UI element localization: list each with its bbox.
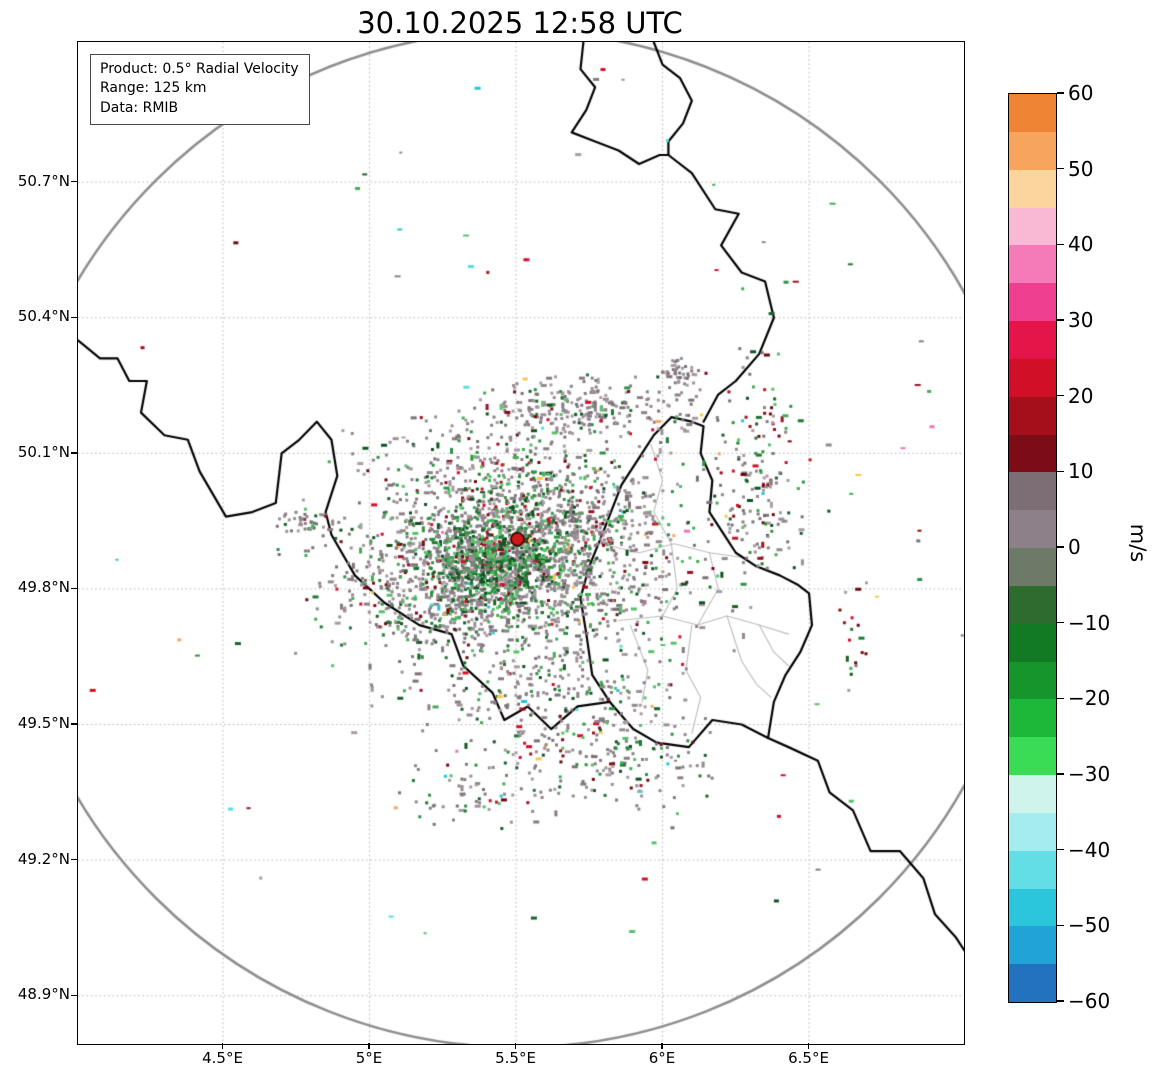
colorbar-band [1009, 245, 1056, 284]
colorbar-band [1009, 283, 1056, 322]
y-tick-mark [71, 587, 77, 590]
colorbar-tick-mark [1057, 92, 1064, 94]
colorbar-tick-label: 40 [1068, 232, 1094, 257]
x-tick-label: 6.5°E [788, 1049, 829, 1067]
y-tick-label: 50.4°N [17, 307, 70, 326]
colorbar [1008, 93, 1057, 1003]
colorbar-band [1009, 699, 1056, 738]
colorbar-tick-label: −60 [1068, 989, 1111, 1013]
colorbar-tick-label: −20 [1068, 686, 1111, 711]
colorbar-band [1009, 94, 1056, 133]
colorbar-band [1009, 510, 1056, 549]
colorbar-band [1009, 812, 1056, 852]
colorbar-tick-mark [1057, 621, 1064, 624]
colorbar-tick-mark [1057, 697, 1064, 700]
x-tick-mark [661, 1043, 663, 1049]
colorbar-tick-mark [1057, 243, 1064, 246]
colorbar-band [1009, 737, 1056, 776]
x-tick-label: 5.5°E [495, 1049, 536, 1067]
colorbar-band [1009, 396, 1056, 435]
info-range-line: Range: 125 km [100, 80, 207, 97]
colorbar-band [1009, 850, 1056, 889]
colorbar-band [1009, 964, 1056, 1003]
colorbar-band [1009, 888, 1056, 927]
colorbar-tick-label: 60 [1068, 81, 1094, 105]
colorbar-band [1009, 548, 1056, 587]
x-tick-label: 5°E [355, 1049, 383, 1067]
y-tick-mark [71, 452, 77, 454]
colorbar-band [1009, 434, 1056, 473]
colorbar-tick-label: −30 [1068, 762, 1111, 786]
info-data-line: Data: RMIB [100, 99, 179, 116]
y-tick-mark [71, 723, 77, 725]
y-tick-label: 48.9°N [17, 985, 70, 1004]
x-tick-mark [368, 1043, 370, 1049]
chart-title: 30.10.2025 12:58 UTC [357, 6, 683, 40]
colorbar-tick-label: 20 [1068, 383, 1094, 408]
map-plot-area: Product: 0.5° Radial Velocity Range: 125… [77, 41, 965, 1045]
colorbar-tick-label: 10 [1068, 459, 1094, 484]
x-tick-label: 4.5°E [202, 1049, 243, 1067]
colorbar-tick-label: −40 [1068, 837, 1111, 862]
colorbar-band [1009, 321, 1056, 360]
y-tick-mark [71, 316, 77, 318]
colorbar-tick-label: 0 [1068, 535, 1081, 559]
colorbar-band [1009, 661, 1056, 700]
colorbar-unit-label: m/s [1126, 523, 1150, 563]
colorbar-tick-mark [1057, 394, 1064, 397]
y-tick-label: 49.2°N [17, 849, 70, 868]
colorbar-tick-mark [1057, 924, 1064, 927]
colorbar-tick-label: −10 [1068, 610, 1111, 635]
colorbar-tick-mark [1057, 470, 1064, 473]
colorbar-tick-mark [1057, 1000, 1064, 1002]
y-tick-mark [71, 180, 77, 183]
y-tick-label: 49.8°N [17, 578, 70, 597]
y-tick-mark [71, 858, 77, 861]
x-tick-mark [514, 1043, 517, 1049]
product-info-box: Product: 0.5° Radial Velocity Range: 125… [90, 54, 310, 125]
info-product-line: Product: 0.5° Radial Velocity [100, 61, 299, 77]
colorbar-band [1009, 207, 1056, 246]
colorbar-tick-mark [1057, 848, 1064, 851]
colorbar-band [1009, 169, 1056, 208]
colorbar-tick-mark [1057, 546, 1064, 548]
y-tick-label: 50.7°N [17, 171, 70, 190]
colorbar-band [1009, 585, 1056, 625]
colorbar-tick-mark [1057, 167, 1064, 170]
y-tick-mark [71, 994, 77, 996]
colorbar-band [1009, 358, 1056, 398]
x-tick-mark [807, 1043, 810, 1049]
colorbar-band [1009, 623, 1056, 662]
colorbar-tick-label: 30 [1068, 308, 1094, 332]
x-tick-mark [221, 1043, 224, 1049]
x-tick-label: 6°E [648, 1049, 676, 1067]
colorbar-band [1009, 472, 1056, 511]
colorbar-tick-mark [1057, 319, 1064, 321]
colorbar-tick-mark [1057, 773, 1064, 775]
colorbar-band [1009, 775, 1056, 814]
colorbar-band [1009, 926, 1056, 965]
y-tick-label: 50.1°N [17, 442, 70, 461]
colorbar-tick-label: −50 [1068, 913, 1111, 938]
colorbar-tick-label: 50 [1068, 156, 1094, 181]
radar-velocity-canvas [78, 42, 964, 1044]
y-tick-label: 49.5°N [17, 714, 70, 733]
colorbar-band [1009, 131, 1056, 171]
